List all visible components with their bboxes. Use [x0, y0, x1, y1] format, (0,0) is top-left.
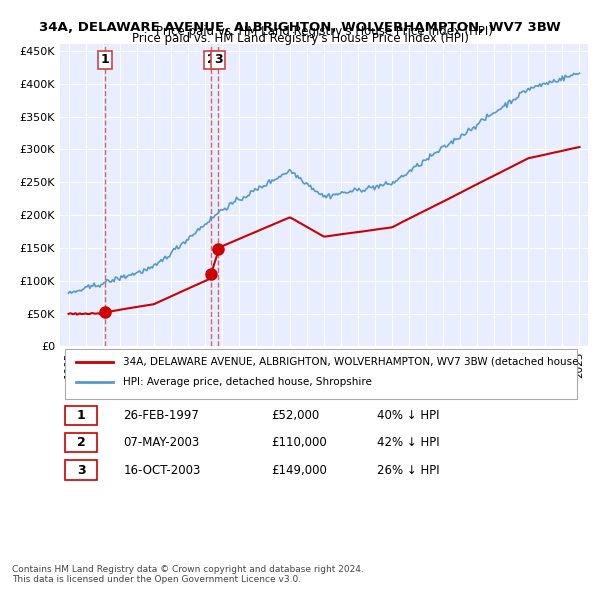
Text: 1: 1	[77, 409, 85, 422]
Text: 1: 1	[101, 53, 110, 66]
Text: 2: 2	[206, 53, 215, 66]
Text: 16-OCT-2003: 16-OCT-2003	[124, 464, 201, 477]
Text: 2: 2	[77, 436, 85, 449]
Text: 3: 3	[77, 464, 85, 477]
Text: 3: 3	[214, 53, 223, 66]
Text: Contains HM Land Registry data © Crown copyright and database right 2024.
This d: Contains HM Land Registry data © Crown c…	[12, 565, 364, 584]
Text: 34A, DELAWARE AVENUE, ALBRIGHTON, WOLVERHAMPTON, WV7 3BW (detached house: 34A, DELAWARE AVENUE, ALBRIGHTON, WOLVER…	[124, 356, 579, 366]
Text: 07-MAY-2003: 07-MAY-2003	[124, 436, 200, 449]
Text: £52,000: £52,000	[271, 409, 319, 422]
Text: Price paid vs. HM Land Registry's House Price Index (HPI): Price paid vs. HM Land Registry's House …	[155, 25, 493, 38]
FancyBboxPatch shape	[65, 460, 97, 480]
FancyBboxPatch shape	[65, 433, 97, 452]
Text: £110,000: £110,000	[271, 436, 327, 449]
Text: £149,000: £149,000	[271, 464, 327, 477]
Text: 26-FEB-1997: 26-FEB-1997	[124, 409, 199, 422]
Text: 26% ↓ HPI: 26% ↓ HPI	[377, 464, 439, 477]
Text: HPI: Average price, detached house, Shropshire: HPI: Average price, detached house, Shro…	[124, 377, 372, 387]
Text: 40% ↓ HPI: 40% ↓ HPI	[377, 409, 439, 422]
Text: Price paid vs. HM Land Registry's House Price Index (HPI): Price paid vs. HM Land Registry's House …	[131, 32, 469, 45]
FancyBboxPatch shape	[65, 405, 97, 425]
Text: 42% ↓ HPI: 42% ↓ HPI	[377, 436, 439, 449]
Text: 34A, DELAWARE AVENUE, ALBRIGHTON, WOLVERHAMPTON, WV7 3BW: 34A, DELAWARE AVENUE, ALBRIGHTON, WOLVER…	[39, 21, 561, 34]
FancyBboxPatch shape	[65, 349, 577, 399]
